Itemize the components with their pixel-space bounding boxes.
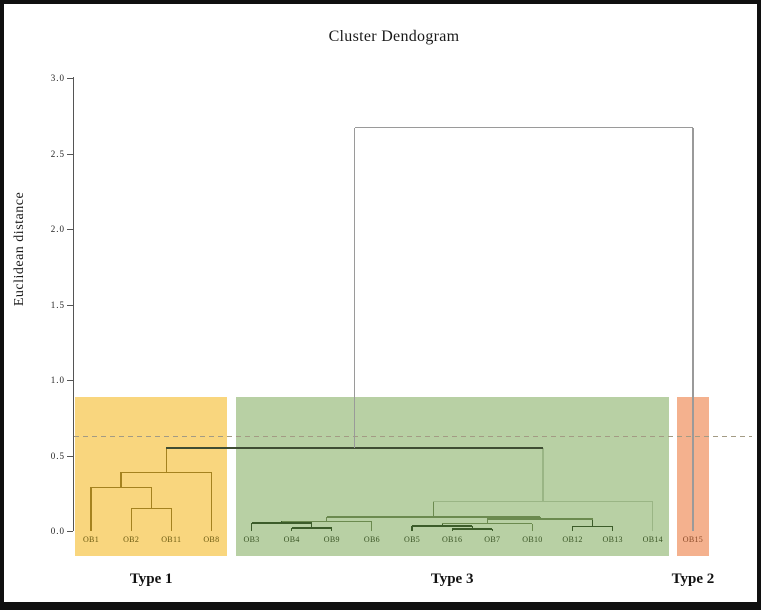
leaf-label: OB8 (203, 535, 220, 544)
leaf-label: OB7 (484, 535, 501, 544)
y-tick-label: 0.0 (50, 526, 65, 536)
dendrogram-segment (90, 487, 92, 531)
dendrogram-segment (486, 518, 488, 524)
leaf-label: OB6 (363, 535, 380, 544)
dendrogram-segment (311, 522, 313, 528)
dendrogram-segment (166, 447, 544, 449)
dendrogram-segment (471, 526, 473, 530)
plot-area: 3.0 2.5 2.0 1.5 1.0 0.5 0.0 OB1 OB2 OB11 OB8 OB3 OB4… (4, 4, 757, 602)
cluster-region-type3 (235, 396, 669, 556)
leaf-label: OB1 (82, 535, 99, 544)
dendrogram-segment (326, 516, 540, 518)
dendrogram-segment (572, 525, 613, 528)
dendrogram-segment (150, 487, 152, 509)
cluster-type-label: Type 2 (671, 571, 715, 587)
y-tick-label: 2.5 (50, 148, 65, 159)
dendrogram-segment (542, 447, 544, 502)
y-tick-mark (67, 153, 73, 155)
leaf-label: OB16 (441, 535, 463, 544)
y-tick-mark (67, 304, 73, 306)
dendrogram-segment (592, 518, 594, 527)
y-axis-line (73, 77, 75, 531)
dendrogram-segment (692, 127, 694, 531)
dendrogram-segment (121, 471, 212, 473)
dendrogram-segment (354, 127, 356, 448)
leaf-label: OB10 (522, 535, 543, 544)
leaf-label: OB3 (243, 535, 260, 544)
dendrogram-segment (91, 486, 152, 488)
dendrogram-segment (291, 526, 332, 530)
threshold-line (74, 435, 752, 438)
leaf-label: OB14 (642, 535, 663, 544)
dendrogram-segment (354, 127, 693, 129)
dendrogram-segment (331, 527, 333, 531)
leaf-label: OB5 (404, 535, 421, 544)
dendrogram-segment (491, 529, 493, 531)
dendrogram-segment (432, 501, 434, 517)
y-tick-label: 1.0 (50, 375, 65, 385)
leaf-label: OB4 (283, 535, 300, 544)
y-tick-mark (67, 531, 73, 533)
y-tick-label: 1.5 (50, 299, 65, 310)
dendrogram-segment (411, 526, 413, 531)
dendrogram-segment (571, 526, 574, 531)
dendrogram-segment (326, 516, 328, 522)
dendrogram-segment (130, 508, 132, 531)
leaf-label: OB13 (602, 535, 623, 544)
dendrogram-segment (539, 516, 541, 519)
dendrogram-segment (291, 527, 293, 531)
y-tick-mark (67, 380, 73, 382)
dendrogram-segment (371, 521, 373, 531)
dendrogram-segment (487, 518, 593, 520)
dendrogram-segment (652, 501, 654, 531)
y-tick-mark (67, 229, 73, 231)
leaf-label: OB11 (161, 535, 182, 544)
y-tick-mark (67, 455, 73, 457)
dendrogram-segment (131, 507, 172, 509)
dendrogram-segment (441, 523, 443, 526)
y-tick-label: 0.5 (50, 450, 65, 461)
dendrogram-segment (433, 501, 653, 503)
dendrogram-segment (281, 520, 372, 522)
dendrogram-segment (531, 523, 534, 531)
dendrogram-segment (170, 508, 172, 531)
cluster-type-label: Type 3 (430, 571, 474, 587)
dendrogram-segment (250, 522, 253, 531)
leaf-label: OB2 (123, 535, 140, 544)
y-tick-label: 2.0 (50, 224, 65, 234)
dendrogram-segment (281, 521, 283, 523)
dendrogram-segment (251, 522, 312, 524)
leaf-label: OB9 (323, 535, 340, 544)
dendrogram-segment (612, 526, 614, 531)
chart-title: Cluster Dendogram (328, 28, 460, 45)
y-tick-label: 3.0 (50, 73, 65, 83)
leaf-label: OB12 (562, 535, 583, 544)
dendrogram-segment (165, 447, 167, 473)
dendrogram-segment (442, 523, 533, 525)
dendrogram-segment (412, 525, 473, 527)
dendrogram-segment (120, 472, 122, 488)
dendrogram-segment (210, 472, 212, 531)
cluster-type-label: Type 1 (129, 571, 173, 587)
y-tick-mark (67, 78, 73, 80)
cluster-region-type1 (75, 396, 228, 556)
leaf-label: OB15 (682, 535, 704, 544)
